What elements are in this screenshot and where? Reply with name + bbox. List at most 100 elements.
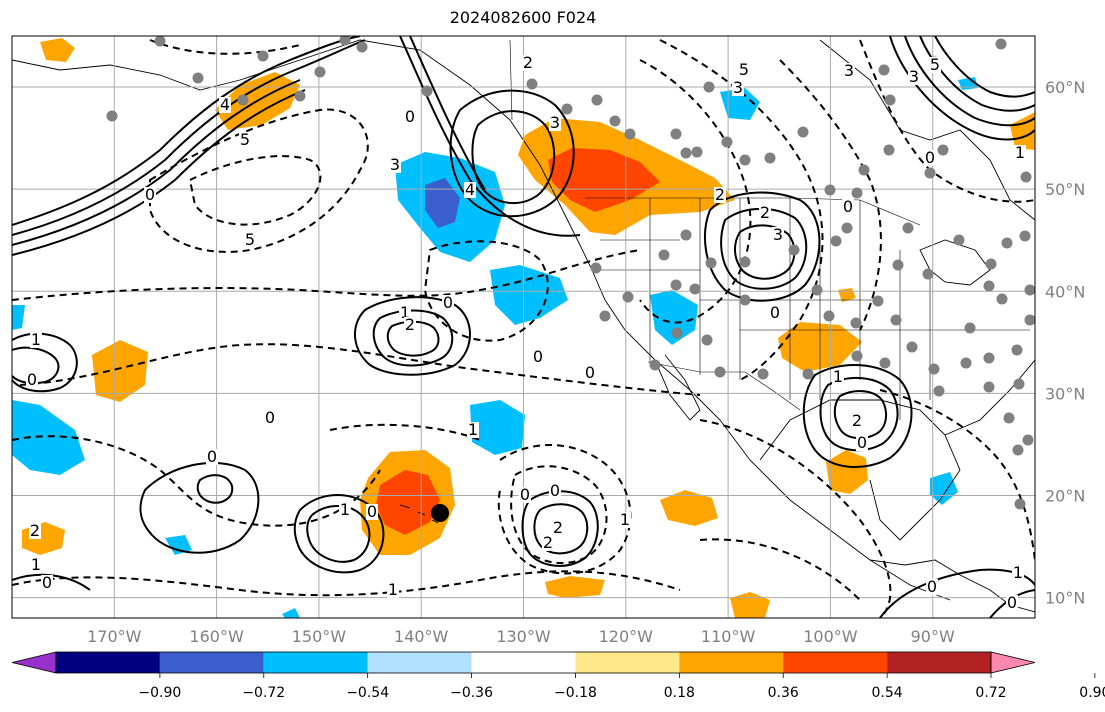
station-marker — [609, 115, 621, 127]
station-marker — [1001, 237, 1013, 249]
gridlines — [12, 36, 1035, 618]
station-marker — [906, 341, 918, 353]
colorbar-segment-1 — [56, 652, 160, 673]
station-marker — [689, 283, 701, 295]
colorbar-segment-4 — [367, 652, 472, 673]
contour-label: 1 — [620, 510, 630, 529]
station-marker — [670, 279, 682, 291]
contour-solid-20 — [293, 494, 385, 574]
positive-shading — [22, 38, 1035, 618]
station-marker — [339, 36, 351, 46]
contour-dash-13 — [699, 419, 892, 618]
station-marker — [356, 41, 368, 53]
contour-label-bg — [41, 575, 53, 591]
colorbar-label-3: −0.36 — [450, 685, 493, 701]
shade-orange-aleutian — [40, 38, 75, 62]
station-marker — [192, 72, 204, 84]
contour-label: 3 — [909, 67, 919, 86]
contour-solid-13 — [372, 309, 454, 367]
contour-label: 2 — [405, 315, 415, 334]
station-marker — [841, 222, 853, 234]
shade-blue-hudson — [720, 88, 760, 120]
lat-label-3: 30°N — [1045, 384, 1085, 403]
station-marker — [983, 280, 995, 292]
contour-label: 2 — [760, 203, 770, 222]
station-marker — [591, 94, 603, 106]
contour-label-bg — [1014, 145, 1026, 161]
contour-dash-17 — [149, 39, 301, 55]
station-marker — [797, 126, 809, 138]
station-marker — [257, 50, 269, 62]
station-marker — [237, 94, 249, 106]
contour-label-bg — [732, 80, 744, 96]
contour-label-bg — [30, 557, 42, 573]
contour-label: 0 — [927, 577, 937, 596]
station-marker — [922, 268, 934, 280]
contour-label-bg — [549, 115, 561, 131]
contour-solid-15 — [802, 364, 913, 468]
contour-label-bg — [842, 199, 854, 215]
contour-solid-14 — [386, 320, 440, 357]
station-marker — [590, 262, 602, 274]
contour-label-bg — [144, 187, 156, 203]
shade-blue-small-a — [165, 535, 192, 555]
station-marker — [1013, 378, 1025, 390]
colorbar-segment-7 — [679, 652, 784, 673]
station-marker — [890, 314, 902, 326]
colorbar-label-9: 0.90 — [1079, 685, 1105, 701]
contour-label-bg — [26, 372, 38, 388]
station-marker — [671, 327, 683, 339]
solid-contours — [12, 36, 1035, 618]
contour-label-bg — [522, 55, 534, 71]
station-marker — [701, 334, 713, 346]
contour-label: 1 — [1013, 563, 1023, 582]
colorbar-label-2: −0.54 — [346, 685, 389, 701]
station-marker — [1020, 171, 1032, 183]
contour-dash-11 — [497, 444, 632, 575]
contour-label: 0 — [520, 485, 530, 504]
shade-blue-central — [470, 400, 525, 455]
contour-label: 0 — [770, 303, 780, 322]
contour-dash-14 — [879, 389, 1035, 561]
station-marker — [764, 152, 776, 164]
coast-hudson — [819, 39, 1035, 221]
contour-label: 3 — [733, 78, 743, 97]
contour-label: 3 — [550, 113, 560, 132]
contour-label-bg — [244, 232, 256, 248]
contour-label-bg — [924, 150, 936, 166]
contour-label: 0 — [925, 148, 935, 167]
contour-label-bg — [519, 487, 531, 503]
station-marker — [983, 381, 995, 393]
contour-solid-4 — [12, 89, 306, 256]
contour-solid-23 — [533, 503, 589, 555]
station-marker — [996, 293, 1008, 305]
contour-label-bg — [542, 535, 554, 551]
lon-label-1: 160°W — [189, 627, 244, 646]
coast-florida-east — [944, 359, 1035, 436]
contour-solid-3 — [12, 79, 301, 246]
shade-orange-west-pac — [92, 340, 148, 402]
contour-dash-4 — [12, 435, 381, 527]
contour-dash-16 — [329, 423, 481, 441]
colorbar-label-5: 0.18 — [664, 685, 695, 701]
lon-label-3: 140°W — [394, 627, 449, 646]
contour-label: 5 — [739, 60, 749, 79]
contour-label-bg — [29, 523, 41, 539]
station-marker — [421, 85, 433, 97]
contour-label-bg — [929, 57, 941, 73]
contour-label: 1 — [388, 580, 398, 599]
contour-label-bg — [759, 205, 771, 221]
station-marker — [714, 366, 726, 378]
station-marker — [658, 249, 670, 261]
colorbar-segment-2 — [159, 652, 264, 673]
contour-label: 0 — [843, 197, 853, 216]
contour-solid-22 — [521, 490, 599, 567]
contour-label-bg — [552, 520, 564, 536]
station-marker — [680, 147, 692, 159]
lon-label-4: 130°W — [496, 627, 551, 646]
contour-solid-8 — [471, 110, 556, 205]
station-marker — [878, 64, 890, 76]
lon-label-2: 150°W — [292, 627, 347, 646]
